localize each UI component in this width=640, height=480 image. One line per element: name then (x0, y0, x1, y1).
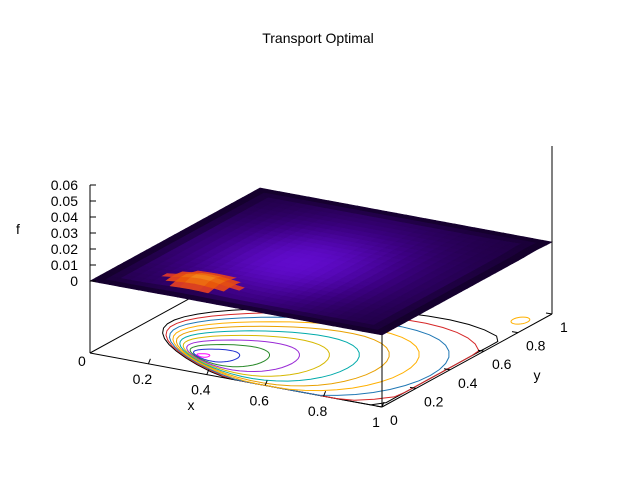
x-tick-label: 0.8 (308, 403, 328, 419)
y-tick (443, 368, 451, 371)
y-tick (375, 405, 383, 408)
z-axis-label: f (16, 221, 20, 237)
contour-line (175, 325, 390, 387)
y-tick-label: 0.2 (424, 393, 444, 409)
z-tick-label: 0.01 (51, 257, 78, 273)
z-tick-label: 0.02 (51, 241, 78, 257)
y-tick-label: 0 (390, 412, 398, 428)
y-tick-label: 0.4 (458, 375, 478, 391)
contour-line (182, 334, 330, 377)
x-tick-label: 0.4 (191, 382, 211, 398)
y-tick-label: 1 (560, 319, 568, 335)
y-axis-label: y (534, 367, 541, 383)
x-tick (206, 369, 210, 375)
y-axis-line (381, 313, 553, 408)
x-tick (264, 380, 268, 386)
z-tick-label: 0.06 (51, 177, 78, 193)
contour-line (196, 353, 211, 358)
x-tick-label: 0.6 (249, 392, 269, 408)
y-tick-label: 0.8 (526, 338, 546, 354)
contour-line (162, 307, 499, 406)
x-tick-label: 1 (372, 414, 380, 430)
base-origin-label: 0 (78, 353, 86, 369)
y-tick (477, 349, 485, 352)
contour-line (186, 339, 300, 373)
z-tick-label: 0.04 (51, 209, 78, 225)
y-tick (511, 331, 519, 334)
x-tick (147, 358, 151, 364)
contour-line (189, 343, 270, 368)
x-tick (381, 401, 385, 408)
contour-line (168, 316, 450, 396)
x-tick (323, 391, 327, 397)
chart-title: Transport Optimal (262, 30, 374, 46)
surface-cell (371, 329, 389, 336)
y-tick-label: 0.6 (492, 356, 512, 372)
x-tick-label: 0.2 (133, 371, 153, 387)
contour-line (165, 312, 480, 401)
z-tick-label: 0.03 (51, 225, 78, 241)
contour-line (192, 348, 241, 363)
y-tick (545, 312, 553, 315)
x-axis-label: x (188, 397, 195, 413)
contour-line (510, 316, 531, 325)
contour-line (172, 321, 420, 392)
z-tick-label: 0 (70, 273, 78, 289)
contour-line (179, 330, 360, 382)
z-tick-label: 0.05 (51, 193, 78, 209)
y-tick (409, 386, 417, 389)
